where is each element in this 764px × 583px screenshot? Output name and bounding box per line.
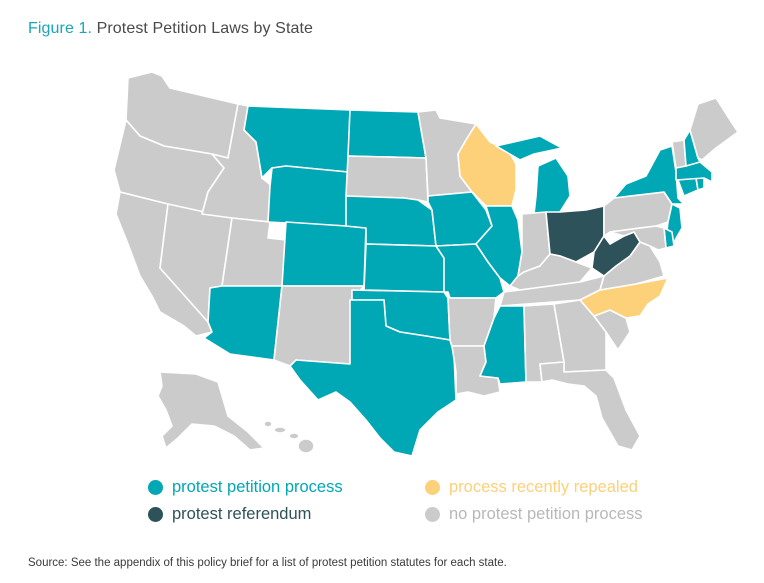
state-ct — [677, 177, 699, 197]
state-ut — [221, 217, 287, 287]
state-az — [203, 285, 283, 361]
legend-repealed-dot — [425, 480, 440, 495]
state-co — [281, 221, 367, 287]
legend-referendum-label: protest referendum — [172, 505, 312, 523]
state-me — [689, 97, 739, 161]
figure-number: Figure 1. — [28, 20, 93, 37]
legend-repealed: process recently repealed — [425, 478, 638, 497]
source-note: Source: See the appendix of this policy … — [28, 557, 507, 569]
state-ms — [479, 305, 527, 385]
state-nd — [347, 109, 427, 159]
legend-none-label: no protest petition process — [449, 505, 643, 523]
legend-petition-dot — [148, 480, 163, 495]
figure-title: Figure 1. Protest Petition Laws by State — [28, 20, 313, 38]
state-md — [609, 225, 667, 251]
state-wv — [591, 231, 641, 277]
state-ak — [157, 371, 265, 451]
legend-petition: protest petition process — [148, 478, 343, 497]
state-tx — [289, 299, 457, 457]
state-ks — [363, 243, 445, 293]
state-fl — [539, 361, 641, 451]
legend-referendum-dot — [148, 507, 163, 522]
state-hi — [263, 420, 315, 454]
state-wy — [267, 165, 349, 227]
state-mi — [495, 135, 571, 215]
legend-referendum: protest referendum — [148, 505, 311, 524]
state-ri — [695, 177, 705, 191]
legend-petition-label: protest petition process — [172, 478, 343, 496]
legend-none: no protest petition process — [425, 505, 643, 524]
state-nh — [683, 129, 701, 167]
legend-none-dot — [425, 507, 440, 522]
state-sd — [345, 155, 429, 203]
figure-title-text: Protest Petition Laws by State — [96, 20, 314, 37]
legend-repealed-label: process recently repealed — [449, 478, 638, 496]
